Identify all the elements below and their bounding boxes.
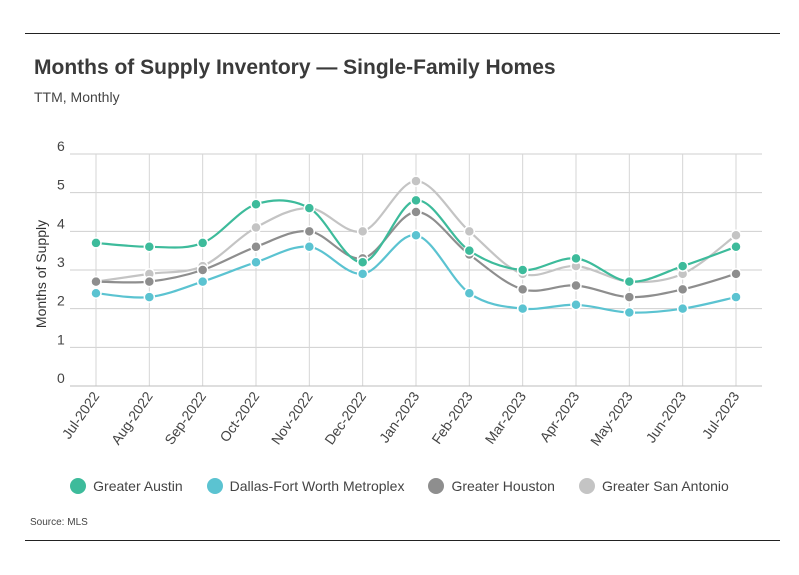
data-point-greater-san-antonio: [730, 229, 742, 241]
y-tick-label: 4: [57, 215, 65, 231]
data-point-dallas-fort-worth-metroplex: [730, 291, 742, 303]
data-point-greater-san-antonio: [463, 225, 476, 238]
chart-legend: Greater Austin Dallas-Fort Worth Metrople…: [0, 478, 799, 494]
data-point-dallas-fort-worth-metroplex: [570, 299, 582, 311]
data-point-greater-austin: [463, 244, 476, 257]
data-point-greater-houston: [676, 283, 689, 296]
data-point-dallas-fort-worth-metroplex: [303, 241, 316, 253]
chart-subtitle: TTM, Monthly: [34, 89, 120, 105]
data-point-dallas-fort-worth-metroplex: [463, 287, 476, 299]
data-point-greater-houston: [250, 241, 262, 253]
y-tick-label: 1: [57, 331, 65, 347]
x-tick-label: Feb-2023: [428, 388, 476, 446]
data-point-dallas-fort-worth-metroplex: [143, 291, 156, 303]
data-point-greater-austin: [623, 275, 636, 288]
data-point-greater-austin: [356, 256, 369, 269]
y-tick-label: 2: [57, 293, 65, 309]
data-point-greater-houston: [196, 264, 209, 276]
data-point-greater-houston: [90, 275, 102, 288]
data-point-dallas-fort-worth-metroplex: [250, 256, 262, 269]
data-point-greater-austin: [676, 260, 689, 272]
data-point-dallas-fort-worth-metroplex: [623, 306, 636, 319]
x-tick-label: Oct-2022: [216, 388, 262, 445]
x-tick-label: Aug-2022: [108, 388, 156, 447]
x-tick-label: Apr-2023: [536, 388, 582, 445]
x-tick-label: Nov-2022: [268, 388, 316, 447]
x-tick-label: Sep-2022: [161, 388, 209, 447]
top-rule: [25, 33, 780, 34]
data-point-greater-san-antonio: [410, 175, 422, 187]
legend-item-dallas-fort-worth-metroplex: Dallas-Fort Worth Metroplex: [206, 478, 405, 494]
data-point-greater-austin: [250, 198, 262, 211]
legend-swatch: [206, 478, 223, 494]
y-tick-label: 6: [57, 138, 65, 154]
data-point-greater-austin: [410, 194, 422, 207]
x-tick-label: Dec-2022: [321, 388, 369, 447]
data-point-dallas-fort-worth-metroplex: [676, 302, 689, 315]
x-tick-label: Jun-2023: [643, 388, 690, 445]
data-point-greater-san-antonio: [250, 221, 262, 234]
legend-swatch: [428, 478, 445, 494]
data-point-dallas-fort-worth-metroplex: [356, 268, 369, 280]
data-point-greater-austin: [303, 202, 316, 214]
x-tick-label: Jul-2022: [59, 388, 103, 441]
data-point-dallas-fort-worth-metroplex: [410, 229, 422, 241]
data-point-dallas-fort-worth-metroplex: [516, 302, 529, 315]
legend-swatch: [70, 478, 87, 494]
data-point-greater-austin: [143, 241, 156, 253]
bottom-rule: [25, 540, 780, 541]
data-point-greater-houston: [143, 275, 156, 288]
data-point-greater-austin: [730, 241, 742, 253]
data-point-greater-houston: [570, 279, 582, 292]
legend-label: Dallas-Fort Worth Metroplex: [229, 478, 405, 494]
x-tick-label: Jan-2023: [376, 388, 423, 445]
legend-item-greater-austin: Greater Austin: [70, 478, 183, 494]
grid: [70, 153, 762, 387]
data-point-greater-austin: [196, 237, 209, 249]
data-point-greater-austin: [516, 264, 529, 276]
source-note: Source: MLS: [30, 517, 88, 528]
y-tick-label: 3: [57, 254, 65, 270]
data-point-greater-san-antonio: [356, 225, 369, 238]
y-tick-label: 5: [57, 177, 65, 193]
legend-label: Greater San Antonio: [601, 478, 729, 494]
legend-item-greater-san-antonio: Greater San Antonio: [578, 478, 729, 494]
data-point-greater-houston: [303, 225, 316, 238]
data-point-greater-houston: [623, 291, 636, 303]
x-tick-label: Mar-2023: [482, 388, 530, 446]
y-tick-label: 0: [57, 370, 65, 386]
legend-label: Greater Houston: [451, 478, 555, 494]
chart-title: Months of Supply Inventory — Single-Fami…: [34, 56, 556, 79]
x-tick-label: May-2023: [587, 388, 636, 448]
legend-label: Greater Austin: [93, 478, 183, 494]
data-point-greater-houston: [410, 206, 422, 218]
legend-swatch: [578, 478, 595, 494]
data-point-greater-houston: [516, 283, 529, 296]
data-point-greater-houston: [730, 268, 742, 280]
data-point-greater-austin: [570, 252, 582, 265]
data-point-greater-austin: [90, 237, 102, 249]
data-point-dallas-fort-worth-metroplex: [196, 275, 209, 288]
x-tick-label: Jul-2023: [699, 388, 743, 441]
legend-item-greater-houston: Greater Houston: [428, 478, 555, 494]
data-point-dallas-fort-worth-metroplex: [90, 287, 102, 299]
y-axis-title: Months of Supply: [33, 220, 49, 328]
